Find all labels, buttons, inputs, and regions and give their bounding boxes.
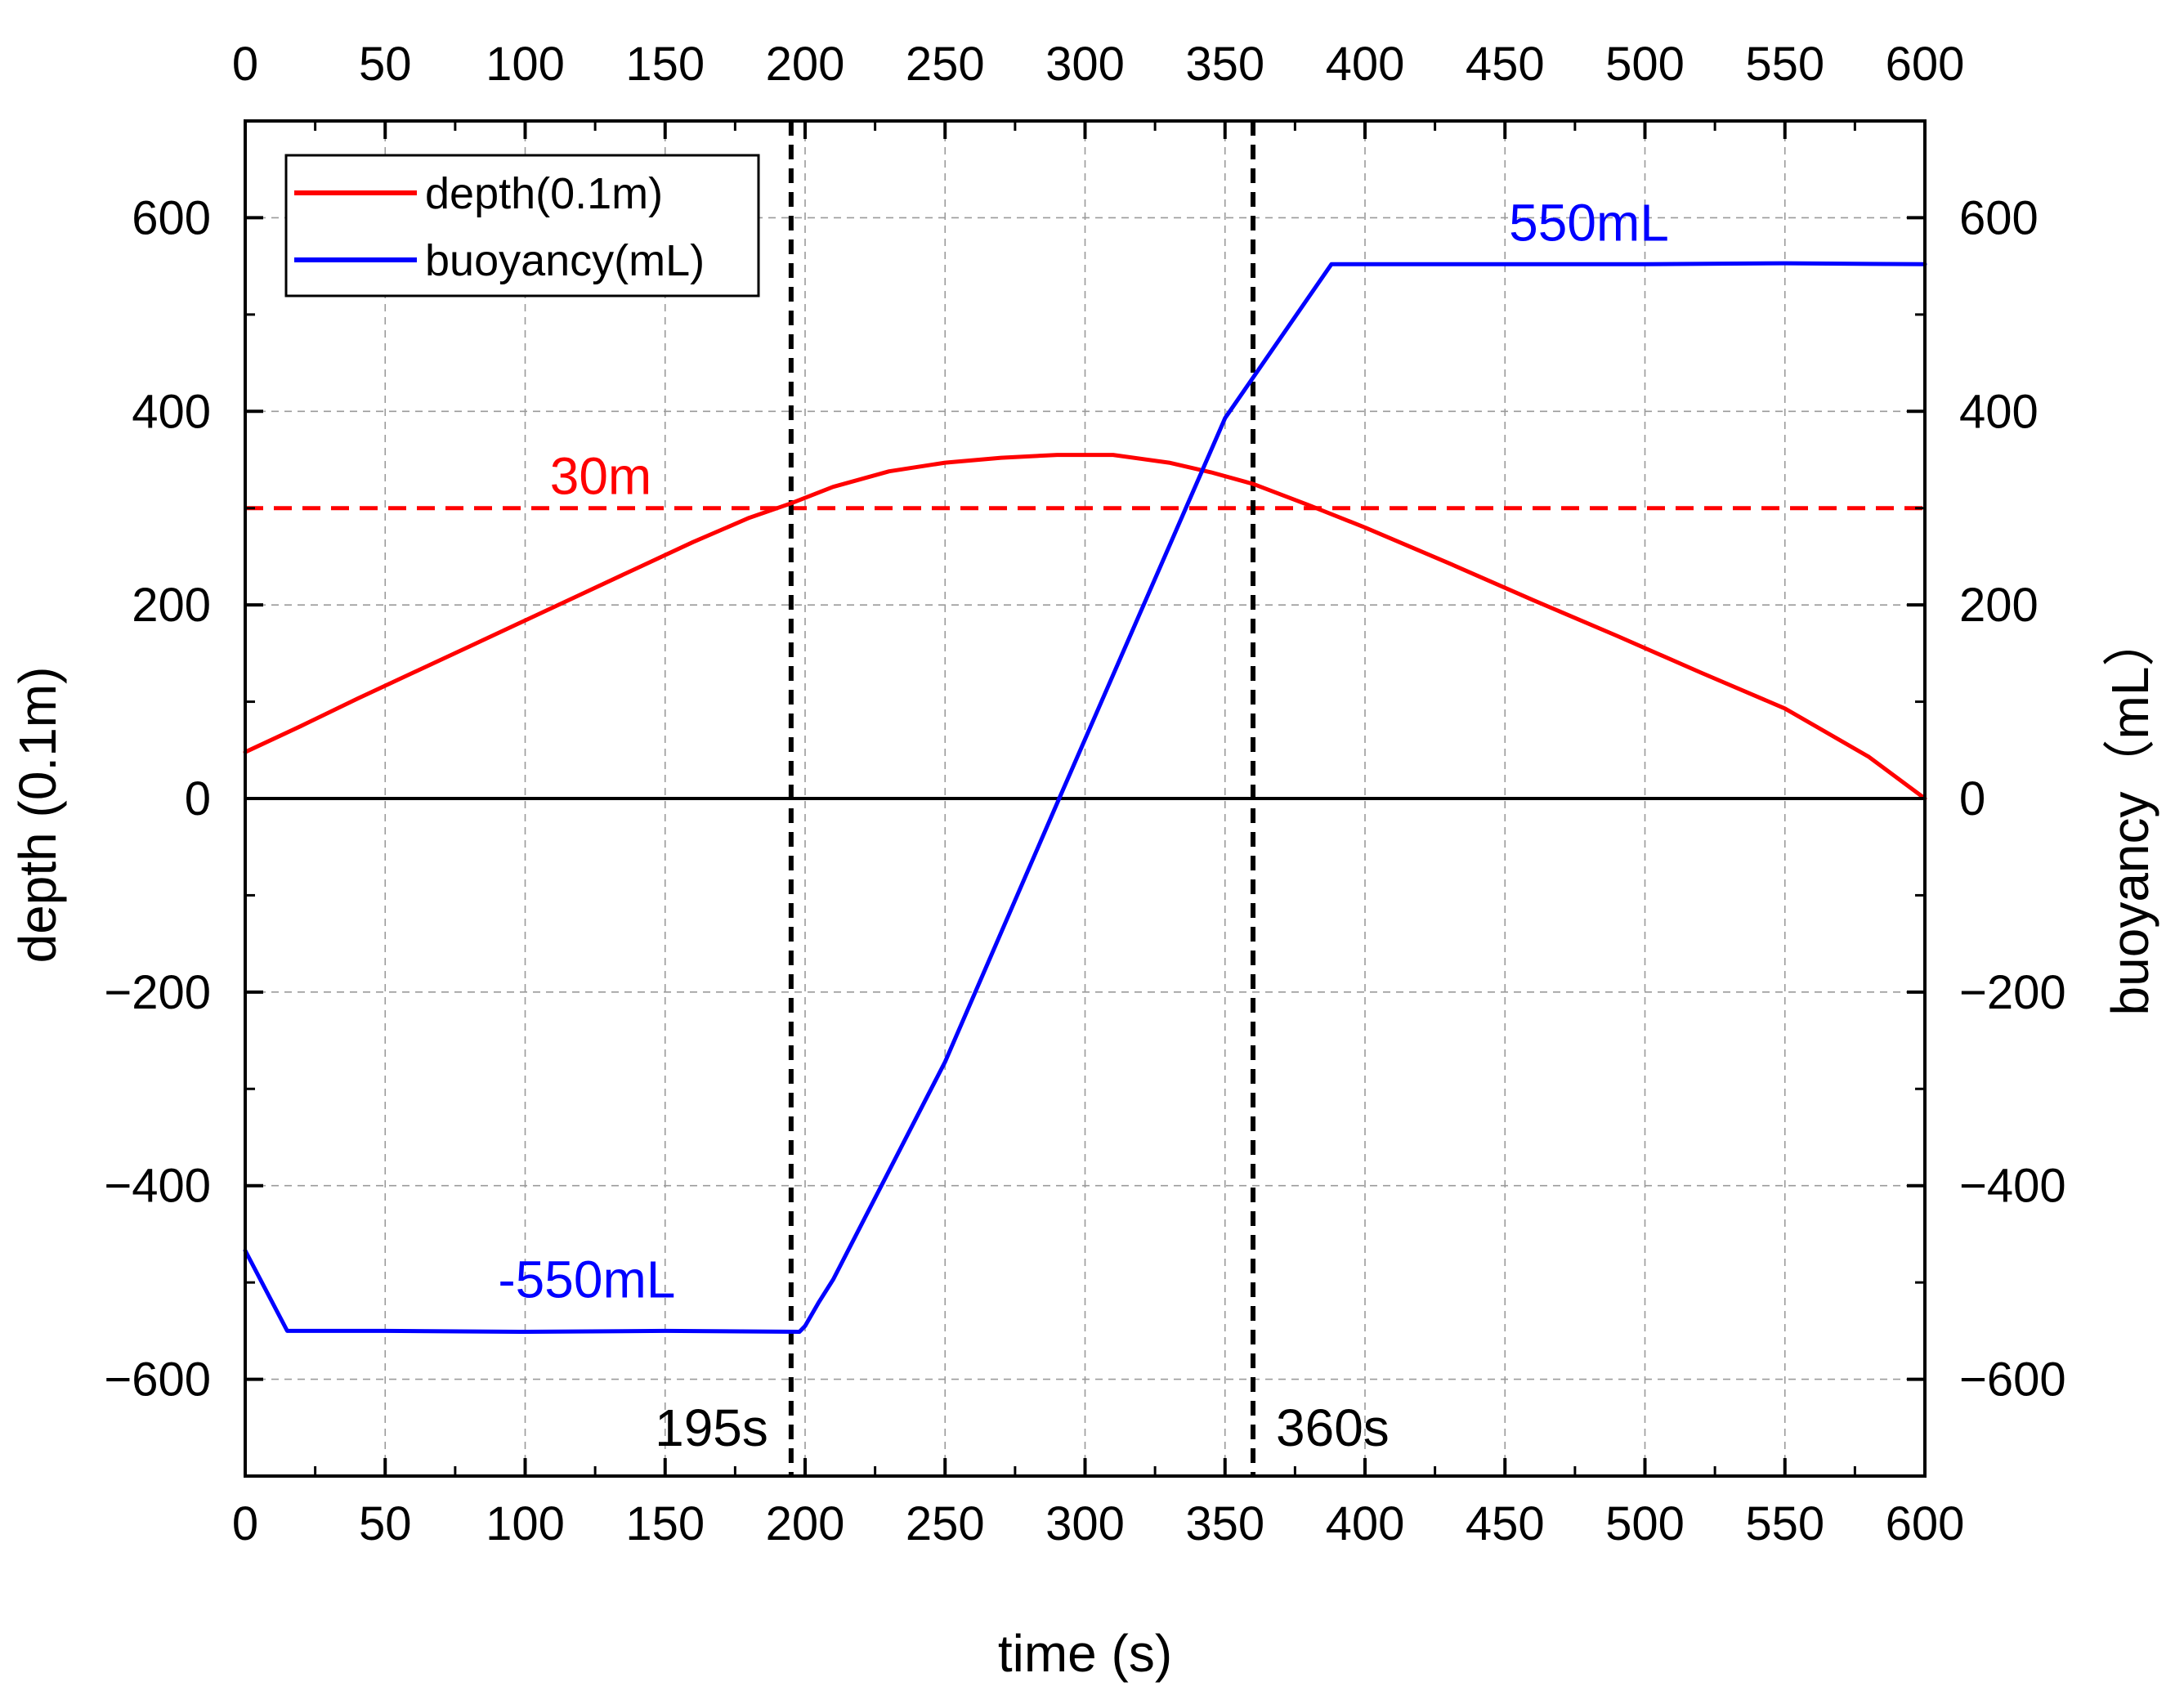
x-axis-title: time (s) <box>998 1624 1172 1683</box>
legend-label: buoyancy(mL) <box>425 236 705 285</box>
y-tick-label-right: 0 <box>1959 772 1985 825</box>
y-tick-label-left: −200 <box>104 966 211 1019</box>
legend-box <box>284 154 760 297</box>
x-tick-label-top: 400 <box>1326 38 1405 91</box>
x-tick-label-top: 600 <box>1886 38 1965 91</box>
y-tick-label-right: −200 <box>1959 966 2066 1019</box>
x-tick-label-top: 450 <box>1466 38 1545 91</box>
x-tick-label-top: 150 <box>625 38 705 91</box>
y-tick-label-left: 0 <box>185 772 211 825</box>
data-series <box>243 261 1927 1334</box>
y-tick-label-left: −600 <box>104 1353 211 1407</box>
x-tick-label-bottom: 450 <box>1466 1497 1545 1550</box>
x-tick-label-top: 100 <box>486 38 565 91</box>
reference-lines <box>245 121 1925 1476</box>
y-axis-title-left: depth (0.1m) <box>8 667 67 964</box>
y-tick-label-left: −400 <box>104 1160 211 1213</box>
y-tick-label-right: 400 <box>1959 385 2039 438</box>
labels: 0050501001001501502002002502503003003503… <box>8 38 2159 1683</box>
y-tick-label-left: 600 <box>132 191 211 244</box>
legend-label: depth(0.1m) <box>425 169 663 218</box>
x-tick-label-top: 350 <box>1185 38 1264 91</box>
marker-label-195s: 195s <box>655 1398 768 1457</box>
buoyancy-series-line <box>243 261 1927 1334</box>
x-tick-label-bottom: 150 <box>625 1497 705 1550</box>
depth-series-line <box>243 453 1927 801</box>
y-axis-title-right: buoyancy（mL） <box>2101 615 2159 1016</box>
y-tick-label-left: 200 <box>132 579 211 632</box>
x-tick-label-bottom: 250 <box>906 1497 985 1550</box>
y-tick-label-right: −400 <box>1959 1160 2066 1213</box>
x-tick-label-bottom: 350 <box>1185 1497 1264 1550</box>
x-tick-label-top: 50 <box>359 38 412 91</box>
legend: depth(0.1m) buoyancy(mL) <box>284 154 760 297</box>
x-tick-label-bottom: 400 <box>1326 1497 1405 1550</box>
x-tick-label-top: 550 <box>1745 38 1824 91</box>
x-tick-label-bottom: 300 <box>1045 1497 1125 1550</box>
x-tick-label-bottom: 100 <box>486 1497 565 1550</box>
axes <box>244 119 1927 1478</box>
y-tick-label-right: 200 <box>1959 579 2039 632</box>
x-tick-label-top: 250 <box>906 38 985 91</box>
marker-label-360s: 360s <box>1276 1398 1390 1457</box>
x-tick-label-bottom: 200 <box>766 1497 845 1550</box>
annotation--550mL: -550mL <box>498 1250 675 1309</box>
annotation-550mL: 550mL <box>1509 193 1669 252</box>
x-tick-label-bottom: 500 <box>1605 1497 1685 1550</box>
x-tick-label-top: 0 <box>232 38 258 91</box>
x-tick-label-bottom: 0 <box>232 1497 258 1550</box>
x-tick-label-bottom: 600 <box>1886 1497 1965 1550</box>
y-tick-label-right: 600 <box>1959 191 2039 244</box>
x-tick-label-bottom: 50 <box>359 1497 412 1550</box>
x-tick-label-top: 300 <box>1045 38 1125 91</box>
y-tick-label-right: −600 <box>1959 1353 2066 1407</box>
y-tick-label-left: 400 <box>132 385 211 438</box>
annotation-30m: 30m <box>550 447 652 506</box>
x-tick-label-top: 200 <box>766 38 845 91</box>
x-tick-label-top: 500 <box>1605 38 1685 91</box>
x-tick-label-bottom: 550 <box>1745 1497 1824 1550</box>
